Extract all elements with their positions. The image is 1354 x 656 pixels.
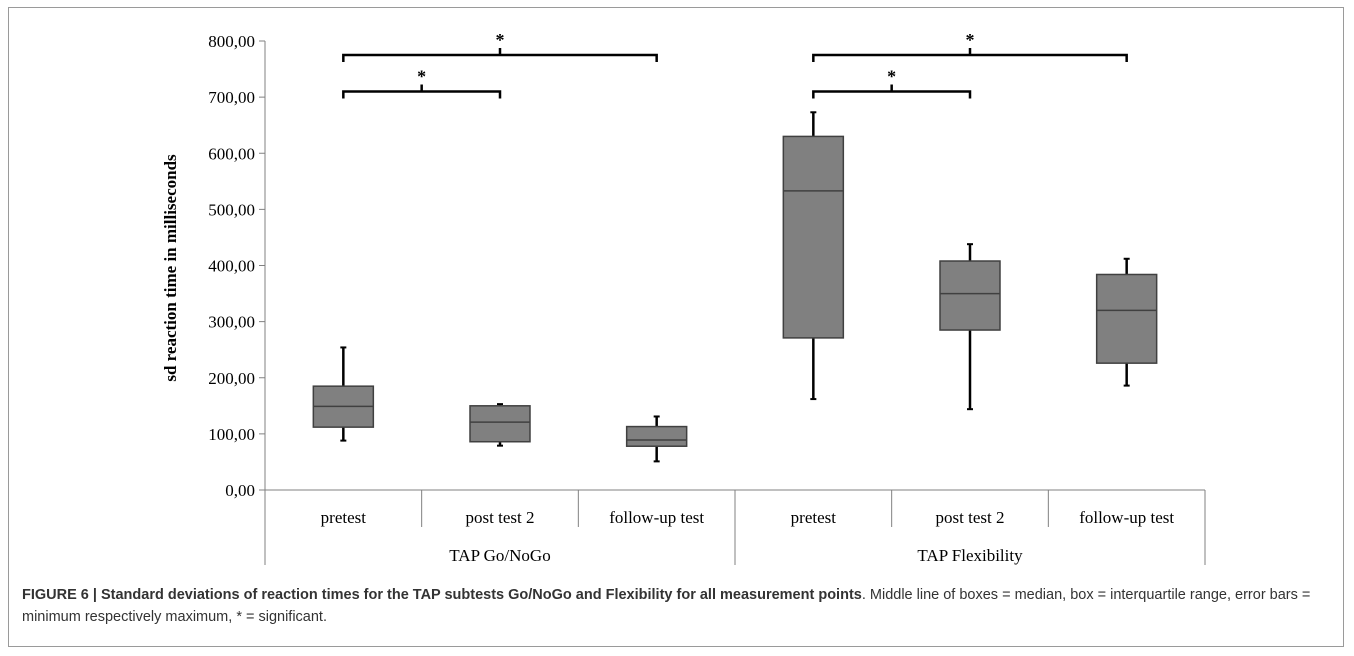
y-axis-title: sd reaction time in milliseconds [161,154,180,382]
significance-label: * [496,30,505,50]
significance-bracket [812,84,972,99]
x-category-label: follow-up test [609,508,704,527]
iqr-box [469,405,531,443]
y-tick-label: 200,00 [208,369,255,388]
caption-text: . Middle line of boxes = median, box = i… [22,587,1311,625]
y-tick-label: 800,00 [208,32,255,51]
y-tick-label: 500,00 [208,200,255,219]
box-plot-chart: 0,00 100,00 200,00 300,00 400,00 500,00 600,00… [161,30,1206,565]
y-tick-label: 0,00 [225,481,255,500]
x-category-label: pretest [791,508,837,527]
x-category-label: post test 2 [936,508,1005,527]
y-tick-label: 700,00 [208,88,255,107]
x-category-label: post test 2 [466,508,535,527]
significance-label: * [966,30,975,50]
y-tick-label: 100,00 [208,425,255,444]
iqr-box [939,260,1001,331]
y-tick-label: 400,00 [208,257,255,276]
significance-bracket [342,48,658,63]
y-tick-label: 600,00 [208,144,255,163]
significance-label: * [887,67,896,87]
x-group-label: TAP Flexibility [917,546,1023,565]
significance-label: * [417,67,426,87]
significance-bracket [342,84,502,99]
figure-frame [8,7,1344,647]
figure-caption: FIGURE 6 | Standard deviations of reacti… [22,584,1322,628]
iqr-box [625,425,688,447]
x-category-label: pretest [321,508,367,527]
y-tick-label: 300,00 [208,313,255,332]
iqr-box [782,135,845,339]
iqr-box [1095,273,1158,364]
x-group-label: TAP Go/NoGo [449,546,550,565]
x-category-label: follow-up test [1079,508,1174,527]
significance-bracket [812,48,1128,63]
caption-title: FIGURE 6 | Standard deviations of reacti… [22,587,862,603]
